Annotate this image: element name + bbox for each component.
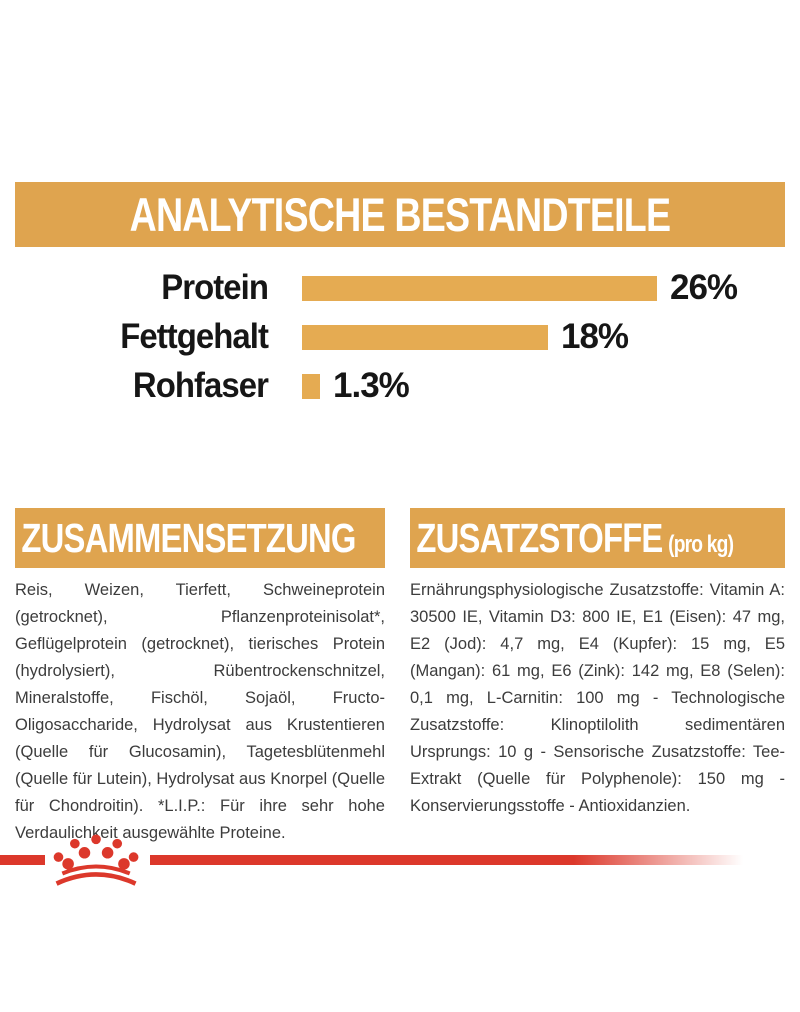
composition-body: Reis, Weizen, Tierfett, Schweineprotein …	[15, 581, 385, 842]
additives-title-main: ZUSATZSTOFFE	[416, 514, 663, 561]
chart-row: Fettgehalt 18%	[15, 317, 785, 357]
additives-title-suffix: (pro kg)	[668, 530, 734, 558]
chart-row: Rohfaser 1.3%	[15, 366, 785, 406]
analytical-chart: Protein 26% Fettgehalt 18% Rohfaser 1.3%	[15, 268, 785, 415]
additives-title: ZUSATZSTOFFE (pro kg)	[410, 514, 734, 562]
composition-title: ZUSAMMENSETZUNG	[21, 514, 356, 561]
royal-canin-crown-icon	[53, 834, 139, 886]
analytical-header-title: ANALYTISCHE BESTANDTEILE	[129, 188, 671, 241]
footer-rule-right-segment	[150, 855, 755, 865]
analytical-header-banner: ANALYTISCHE BESTANDTEILE	[15, 182, 785, 247]
additives-body: Ernährungsphysiologische Zusatzstoffe: V…	[410, 581, 785, 815]
bar-label: Rohfaser	[132, 366, 269, 405]
bar	[302, 373, 320, 399]
bar-value: 18%	[561, 317, 629, 356]
chart-row: Protein 26%	[15, 268, 785, 308]
bar-value: 1.3%	[333, 366, 410, 405]
bar-label: Fettgehalt	[120, 317, 269, 356]
bar-label: Protein	[161, 268, 269, 307]
composition-banner: ZUSAMMENSETZUNG	[15, 508, 385, 568]
bar	[302, 324, 548, 350]
bar	[302, 275, 657, 301]
bar-value: 26%	[670, 268, 738, 307]
additives-banner: ZUSATZSTOFFE (pro kg)	[410, 508, 785, 568]
footer-rule-left-segment	[0, 855, 45, 865]
